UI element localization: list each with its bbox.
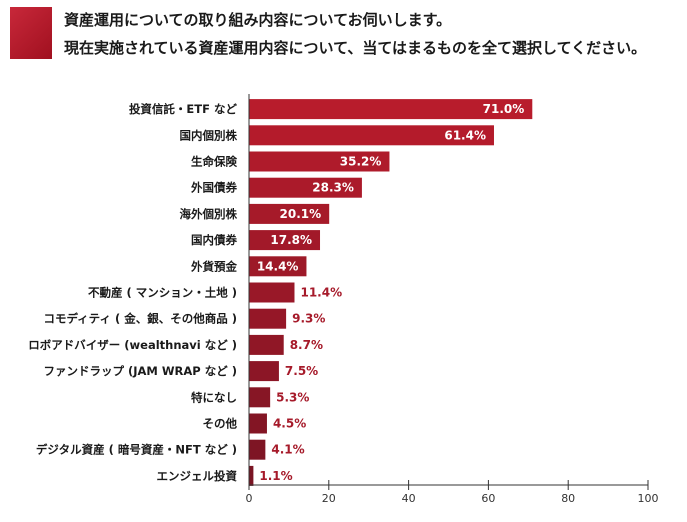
category-label: ファンドラップ (JAM WRAP など ) [43, 364, 237, 378]
category-label: 不動産 ( マンション・土地 ) [88, 286, 237, 300]
x-tick-label: 80 [561, 492, 575, 505]
value-label: 4.5% [273, 417, 306, 431]
bar [249, 361, 279, 382]
question-header: 資産運用についての取り組み内容についてお伺いします。 現在実施されている資産運用… [0, 0, 687, 70]
value-label: 28.3% [312, 181, 354, 195]
category-label: 国内個別株 [180, 128, 238, 142]
category-label: 外貨預金 [190, 259, 237, 273]
bar [249, 177, 362, 198]
category-label: 投資信託・ETF など [129, 102, 238, 116]
category-label: ロボアドバイザー (wealthnavi など ) [28, 338, 237, 352]
value-label: 17.8% [270, 233, 312, 247]
value-label: 4.1% [271, 443, 304, 457]
bar [249, 465, 254, 486]
bar [249, 256, 307, 277]
category-label: コモディティ ( 金、銀、その他商品 ) [43, 312, 237, 326]
bar [249, 334, 284, 355]
bar [249, 439, 266, 460]
category-label: その他 [203, 417, 238, 431]
bar [249, 413, 267, 434]
value-label: 8.7% [290, 338, 323, 352]
value-label: 7.5% [285, 364, 318, 378]
bar [249, 125, 494, 146]
value-label: 61.4% [444, 128, 486, 142]
value-label: 20.1% [280, 207, 322, 221]
value-label: 1.1% [259, 469, 292, 483]
value-label: 5.3% [276, 390, 309, 404]
value-label: 9.3% [292, 312, 325, 326]
category-label: 国内債券 [191, 233, 237, 247]
bar [249, 230, 321, 251]
value-label: 14.4% [257, 259, 299, 273]
bar [249, 99, 533, 120]
accent-block [10, 7, 52, 59]
x-tick-label: 60 [481, 492, 495, 505]
x-tick-label: 0 [246, 492, 253, 505]
bar [249, 203, 330, 224]
x-tick-label: 40 [402, 492, 416, 505]
category-label: 生命保険 [191, 155, 237, 169]
question-line-2: 現在実施されている資産運用内容について、当てはまるものを全て選択してください。 [64, 39, 647, 57]
category-label: 海外個別株 [180, 207, 238, 221]
category-label: デジタル資産 ( 暗号資産・NFT など ) [36, 443, 237, 457]
bar [249, 308, 287, 329]
value-label: 35.2% [340, 155, 382, 169]
bar [249, 282, 295, 303]
question-line-1: 資産運用についての取り組み内容についてお伺いします。 [64, 11, 452, 29]
value-label: 71.0% [483, 102, 525, 116]
x-tick-label: 20 [322, 492, 336, 505]
category-label: 外国債券 [190, 181, 237, 195]
x-tick-label: 100 [638, 492, 659, 505]
value-label: 11.4% [300, 286, 342, 300]
bar [249, 387, 271, 408]
category-label: 特になし [191, 390, 237, 404]
bar [249, 151, 390, 172]
category-label: エンジェル投資 [157, 469, 238, 483]
